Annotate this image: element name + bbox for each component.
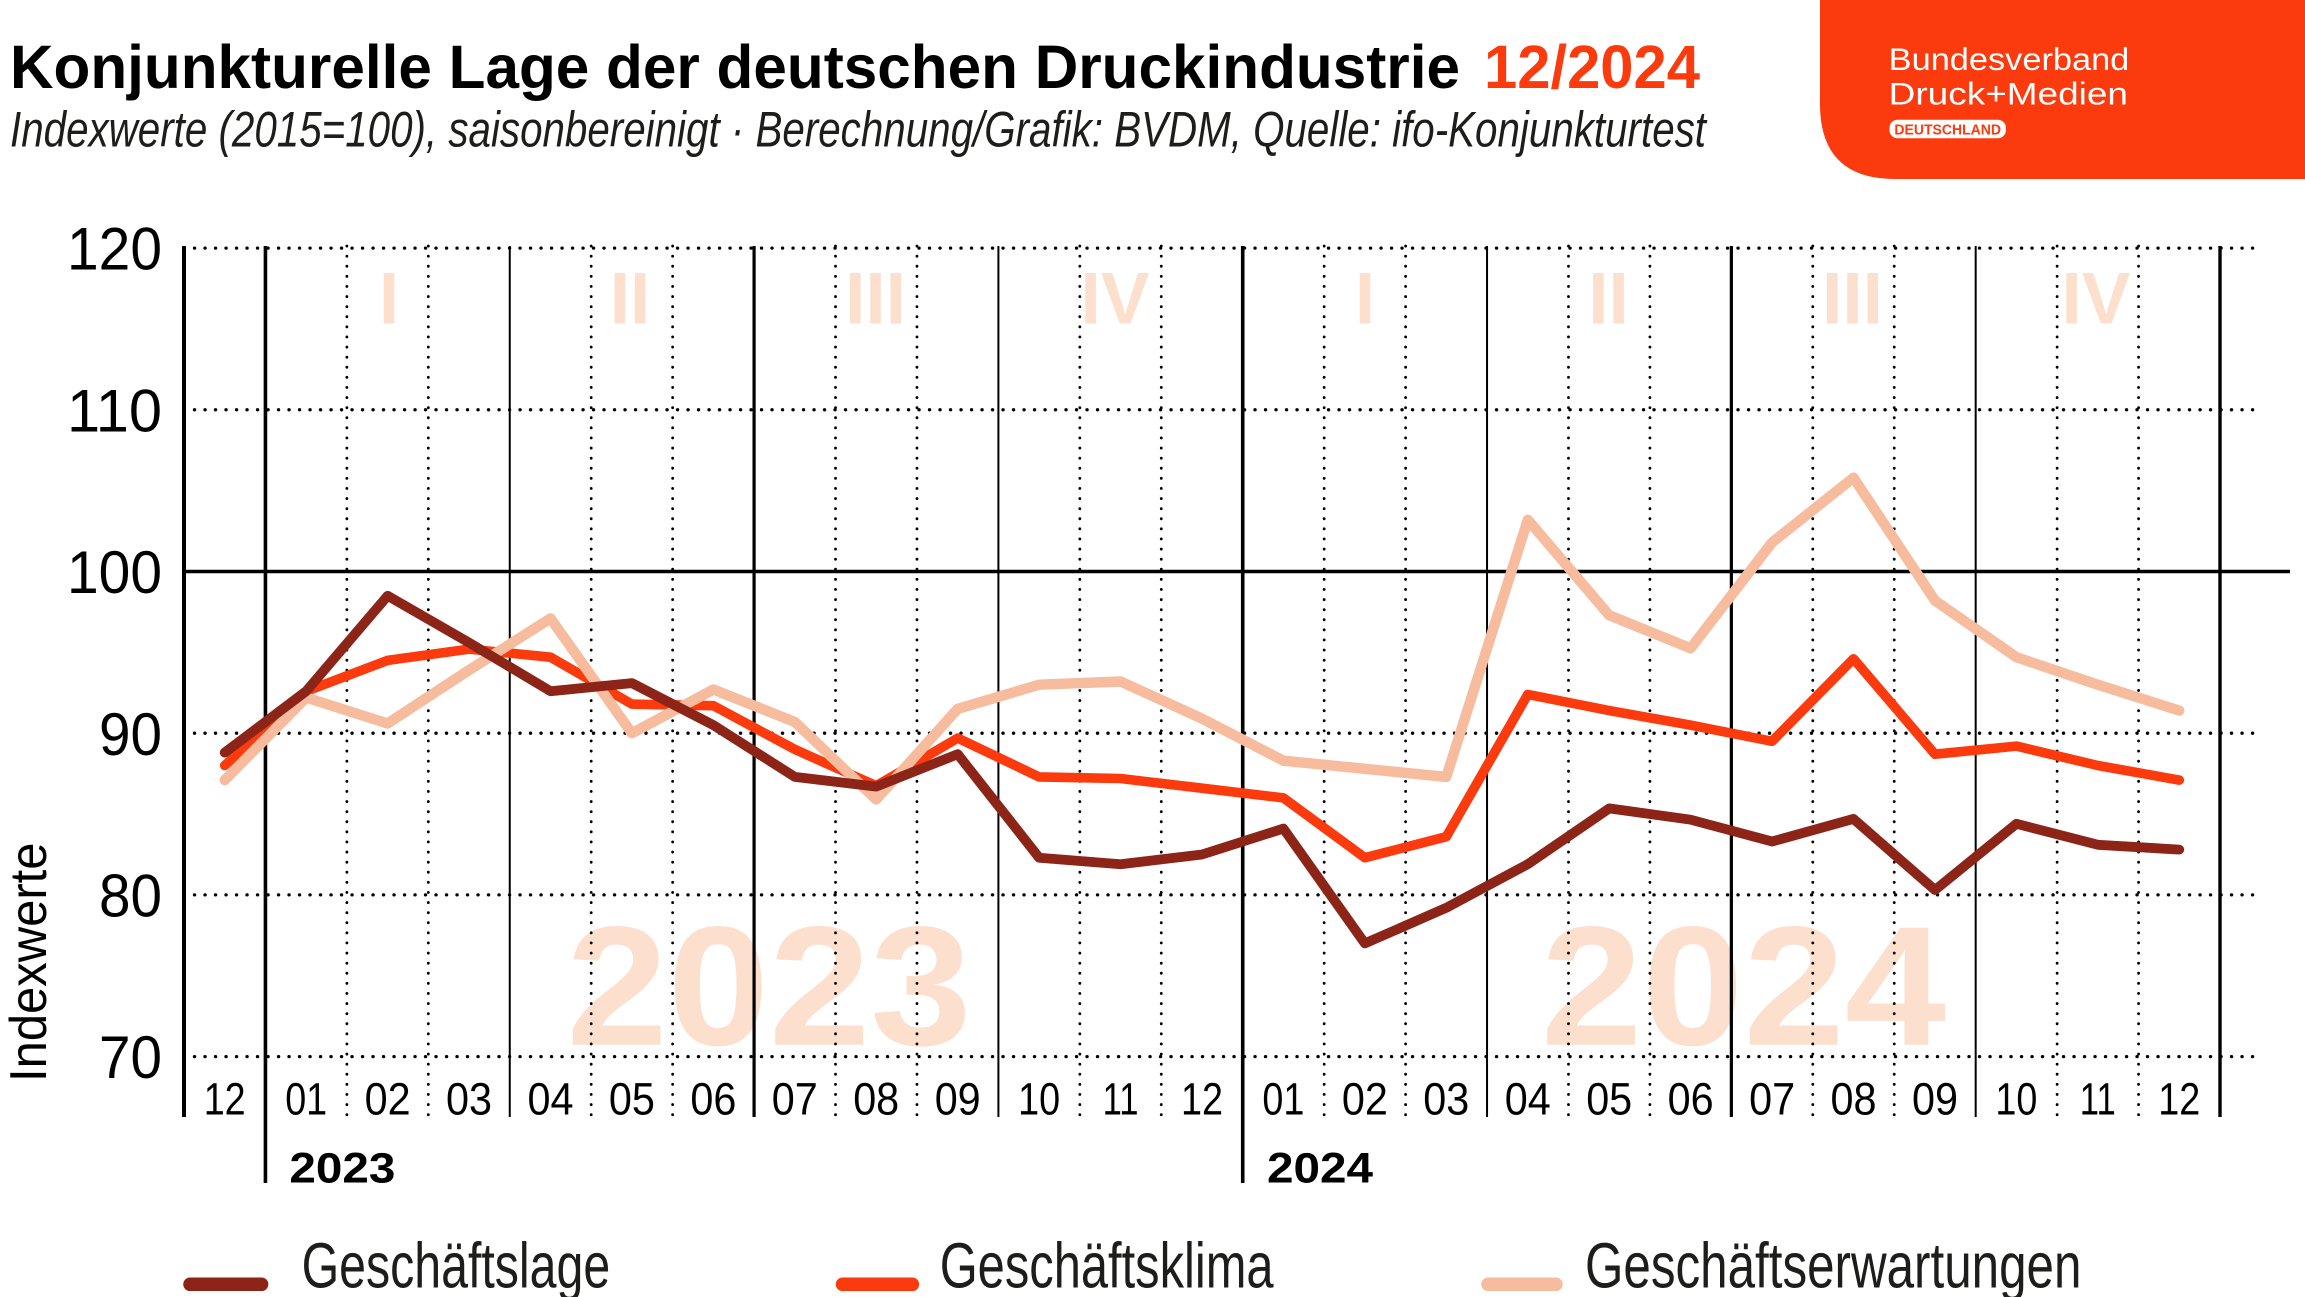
svg-text:2023: 2023 xyxy=(567,892,972,1082)
svg-text:2024: 2024 xyxy=(1541,892,1946,1082)
svg-text:III: III xyxy=(845,259,906,340)
svg-text:110: 110 xyxy=(67,377,162,444)
svg-text:05: 05 xyxy=(1586,1074,1632,1125)
svg-text:90: 90 xyxy=(99,701,162,768)
svg-text:09: 09 xyxy=(935,1074,981,1125)
svg-text:01: 01 xyxy=(285,1074,327,1125)
svg-text:03: 03 xyxy=(1423,1074,1469,1125)
svg-text:04: 04 xyxy=(528,1074,574,1125)
svg-text:Geschäftslage: Geschäftslage xyxy=(302,1230,611,1297)
svg-text:05: 05 xyxy=(609,1074,655,1125)
svg-text:12: 12 xyxy=(204,1074,246,1125)
svg-text:IV: IV xyxy=(1081,259,1150,340)
svg-text:01: 01 xyxy=(1262,1074,1304,1125)
svg-text:07: 07 xyxy=(772,1074,818,1125)
svg-text:II: II xyxy=(1588,259,1629,340)
svg-text:12/2024: 12/2024 xyxy=(1484,33,1700,101)
svg-text:02: 02 xyxy=(365,1074,411,1125)
svg-text:70: 70 xyxy=(99,1024,162,1091)
svg-text:Indexwerte (2015=100), saisonb: Indexwerte (2015=100), saisonbereinigt ·… xyxy=(10,102,1708,158)
svg-text:02: 02 xyxy=(1342,1074,1388,1125)
svg-text:IV: IV xyxy=(2062,259,2131,340)
svg-text:12: 12 xyxy=(1181,1074,1223,1125)
svg-text:08: 08 xyxy=(1831,1074,1877,1125)
svg-text:Geschäftsklima: Geschäftsklima xyxy=(940,1230,1274,1297)
svg-text:08: 08 xyxy=(853,1074,899,1125)
svg-text:DEUTSCHLAND: DEUTSCHLAND xyxy=(1894,122,2001,138)
svg-text:11: 11 xyxy=(2080,1074,2116,1125)
svg-text:120: 120 xyxy=(67,216,162,283)
svg-text:Indexwerte: Indexwerte xyxy=(0,843,58,1083)
svg-text:Geschäftserwartungen: Geschäftserwartungen xyxy=(1585,1230,2081,1297)
svg-text:09: 09 xyxy=(1912,1074,1958,1125)
svg-text:04: 04 xyxy=(1505,1074,1551,1125)
svg-text:10: 10 xyxy=(1018,1074,1060,1125)
svg-text:100: 100 xyxy=(67,539,162,606)
svg-text:Konjunkturelle Lage der deutsc: Konjunkturelle Lage der deutschen Drucki… xyxy=(10,33,1460,101)
svg-text:II: II xyxy=(610,259,651,340)
svg-text:12: 12 xyxy=(2158,1074,2200,1125)
svg-text:Druck+Medien: Druck+Medien xyxy=(1889,76,2128,112)
svg-text:06: 06 xyxy=(1668,1074,1714,1125)
svg-text:07: 07 xyxy=(1749,1074,1795,1125)
svg-text:10: 10 xyxy=(1995,1074,2037,1125)
svg-text:2023: 2023 xyxy=(289,1145,395,1193)
svg-text:06: 06 xyxy=(690,1074,736,1125)
svg-text:I: I xyxy=(379,259,399,340)
svg-text:2024: 2024 xyxy=(1267,1145,1373,1193)
svg-text:80: 80 xyxy=(99,863,162,930)
svg-text:11: 11 xyxy=(1103,1074,1139,1125)
svg-text:III: III xyxy=(1822,259,1883,340)
svg-text:Bundesverband: Bundesverband xyxy=(1889,41,2130,77)
svg-text:I: I xyxy=(1355,259,1375,340)
svg-text:03: 03 xyxy=(446,1074,492,1125)
